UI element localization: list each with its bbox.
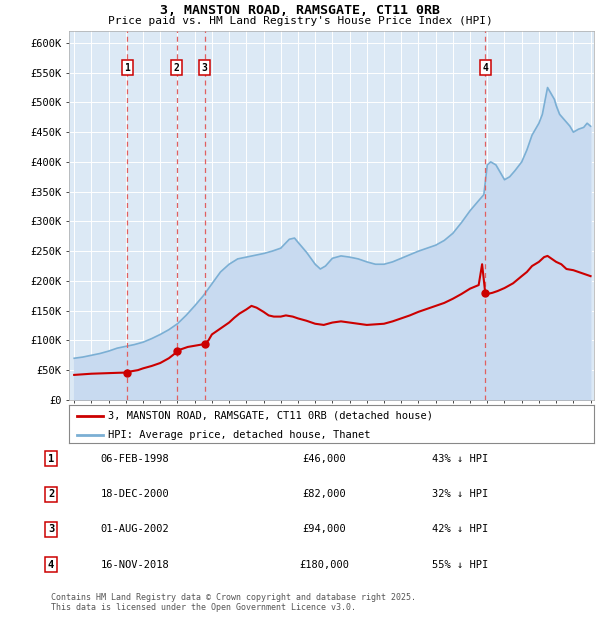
Text: 3: 3	[202, 63, 208, 73]
Text: 43% ↓ HPI: 43% ↓ HPI	[432, 454, 488, 464]
Text: 4: 4	[48, 560, 54, 570]
Text: 55% ↓ HPI: 55% ↓ HPI	[432, 560, 488, 570]
Text: £46,000: £46,000	[302, 454, 346, 464]
Text: £94,000: £94,000	[302, 525, 346, 534]
Text: £180,000: £180,000	[299, 560, 349, 570]
Text: Contains HM Land Registry data © Crown copyright and database right 2025.
This d: Contains HM Land Registry data © Crown c…	[51, 593, 416, 612]
Text: 1: 1	[124, 63, 130, 73]
Text: £82,000: £82,000	[302, 489, 346, 499]
Text: 18-DEC-2000: 18-DEC-2000	[101, 489, 169, 499]
Text: Price paid vs. HM Land Registry's House Price Index (HPI): Price paid vs. HM Land Registry's House …	[107, 16, 493, 26]
Text: 2: 2	[48, 489, 54, 499]
Text: 1: 1	[48, 454, 54, 464]
Text: 3, MANSTON ROAD, RAMSGATE, CT11 0RB (detached house): 3, MANSTON ROAD, RAMSGATE, CT11 0RB (det…	[109, 410, 433, 420]
Text: 3, MANSTON ROAD, RAMSGATE, CT11 0RB: 3, MANSTON ROAD, RAMSGATE, CT11 0RB	[160, 4, 440, 17]
Text: 06-FEB-1998: 06-FEB-1998	[101, 454, 169, 464]
Text: 4: 4	[482, 63, 488, 73]
Text: 42% ↓ HPI: 42% ↓ HPI	[432, 525, 488, 534]
Text: 3: 3	[48, 525, 54, 534]
Text: 32% ↓ HPI: 32% ↓ HPI	[432, 489, 488, 499]
Text: 2: 2	[174, 63, 179, 73]
Text: 01-AUG-2002: 01-AUG-2002	[101, 525, 169, 534]
Text: 16-NOV-2018: 16-NOV-2018	[101, 560, 169, 570]
Text: HPI: Average price, detached house, Thanet: HPI: Average price, detached house, Than…	[109, 430, 371, 440]
